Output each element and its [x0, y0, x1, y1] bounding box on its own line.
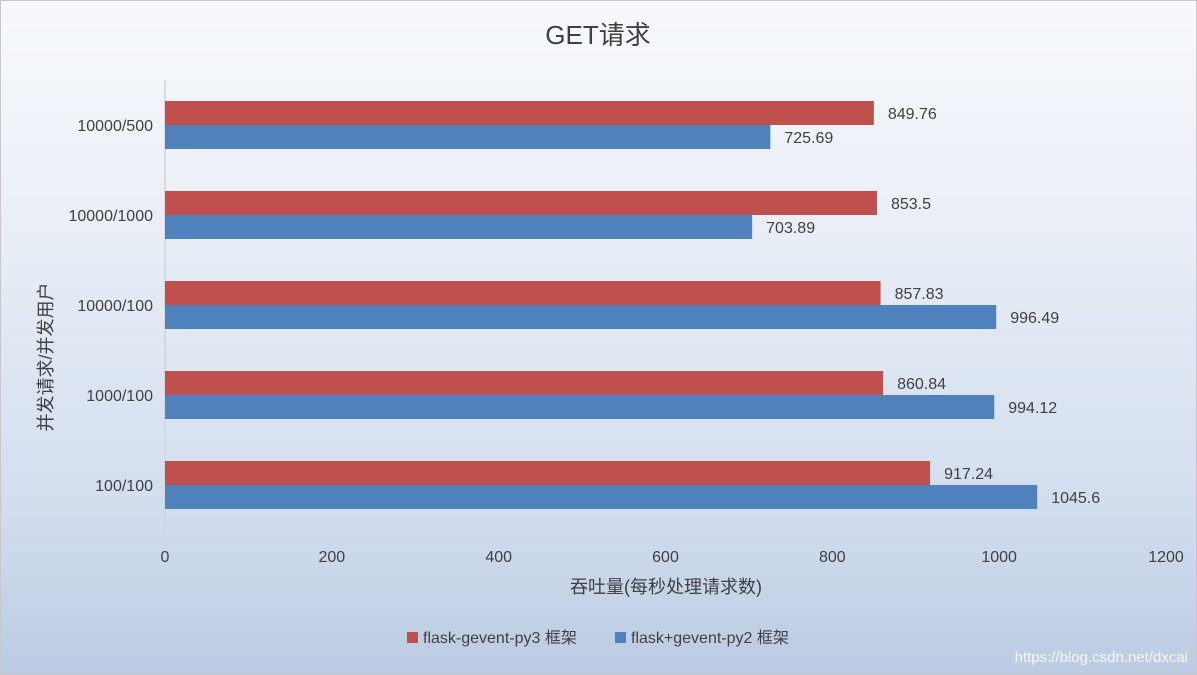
- y-tick-label: 10000/1000: [68, 208, 153, 225]
- data-label: 917.24: [944, 466, 993, 483]
- watermark-text: https://blog.csdn.net/dxcai: [1015, 649, 1188, 666]
- bar-series-1: [165, 281, 881, 305]
- data-label: 860.84: [897, 376, 946, 393]
- data-label: 703.89: [766, 220, 815, 237]
- data-label: 994.12: [1008, 400, 1057, 417]
- bar-series-2: [165, 215, 753, 239]
- y-tick-label: 1000/100: [86, 388, 153, 405]
- data-label: 996.49: [1010, 310, 1059, 327]
- bar-series-2: [165, 125, 771, 149]
- x-axis-title: 吞吐量(每秒处理请求数): [570, 577, 762, 597]
- data-labels: 849.76 725.69 853.5 703.89 857.83 996.49 860.8…: [766, 106, 1100, 507]
- x-tick-label: 400: [485, 549, 512, 566]
- y-axis-ticks: 10000/500 10000/1000 10000/100 1000/100 100/…: [68, 118, 153, 495]
- legend-swatch: [407, 632, 418, 643]
- data-label: 1045.6: [1051, 490, 1100, 507]
- bar-series-1: [165, 371, 884, 395]
- data-label: 725.69: [784, 130, 833, 147]
- y-axis-title: 并发请求/并发用户: [36, 282, 56, 431]
- x-tick-label: 200: [318, 549, 345, 566]
- x-tick-label: 1000: [981, 549, 1017, 566]
- y-tick-label: 10000/500: [77, 118, 153, 135]
- x-tick-label: 800: [819, 549, 846, 566]
- legend: flask-gevent-py3 框架 flask+gevent-py2 框架: [407, 629, 789, 647]
- bar-series-1: [165, 101, 874, 125]
- data-label: 853.5: [891, 196, 931, 213]
- chart-title: GET请求: [545, 20, 650, 50]
- bar-series-2: [165, 305, 997, 329]
- y-tick-label: 100/100: [95, 478, 153, 495]
- y-tick-label: 10000/100: [77, 298, 153, 315]
- x-tick-label: 600: [652, 549, 679, 566]
- x-tick-label: 0: [161, 549, 170, 566]
- bar-series-1: [165, 461, 931, 485]
- bars: [165, 101, 1038, 509]
- bar-series-2: [165, 395, 995, 419]
- legend-label: flask+gevent-py2 框架: [631, 629, 789, 647]
- bar-series-2: [165, 485, 1038, 509]
- x-axis-ticks: 0 200 400 600 800 1000 1200: [161, 549, 1184, 566]
- x-tick-label: 1200: [1148, 549, 1184, 566]
- data-label: 857.83: [895, 286, 944, 303]
- bar-series-1: [165, 191, 877, 215]
- legend-swatch: [615, 632, 626, 643]
- data-label: 849.76: [888, 106, 937, 123]
- legend-label: flask-gevent-py3 框架: [423, 629, 577, 647]
